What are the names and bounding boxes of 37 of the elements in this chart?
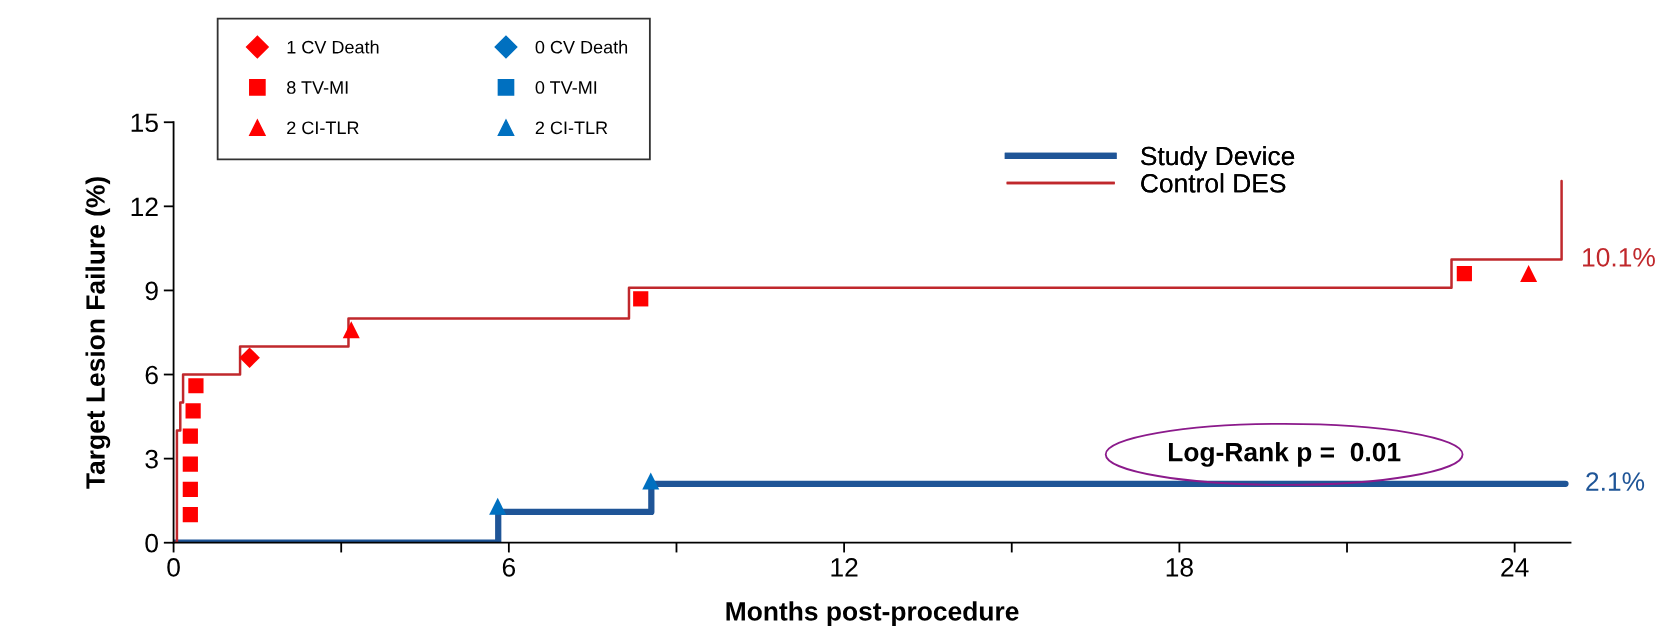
point <box>633 291 649 307</box>
point <box>182 456 198 472</box>
point <box>642 472 660 490</box>
data-label: 2.1% <box>1586 472 1645 491</box>
y-axis-title: Target Lesion Failure (%) <box>85 177 111 489</box>
x-tick-label: 12 <box>831 558 858 577</box>
legend-label: Study Device <box>1141 145 1295 171</box>
point <box>185 403 201 419</box>
point <box>182 481 198 498</box>
x-tick-label: 18 <box>1166 558 1193 577</box>
point <box>188 378 204 394</box>
legend-label: 0 CV Death <box>535 40 628 54</box>
point <box>239 347 260 369</box>
point <box>1520 265 1538 283</box>
x-tick-label: 0 <box>167 558 180 577</box>
legend-label: 2 CI-TLR <box>535 121 608 135</box>
legend-label: 8 TV-MI <box>287 81 348 94</box>
point <box>489 497 507 515</box>
legend-label: 0 TV-MI <box>535 81 597 94</box>
legend-label: 1 CV Death <box>287 40 379 54</box>
point <box>1456 266 1472 282</box>
point <box>182 507 198 523</box>
y-tick-label: 6 <box>145 365 158 385</box>
legend-label: 2 CI-TLR <box>287 121 359 135</box>
annotation: Log-Rank p = 0.01 <box>1168 442 1401 467</box>
y-tick-label: 0 <box>145 533 158 553</box>
y-tick-label: 15 <box>131 113 158 133</box>
point <box>342 321 360 339</box>
y-tick-label: 3 <box>145 449 158 469</box>
point <box>182 428 198 444</box>
x-tick-label: 24 <box>1501 558 1529 577</box>
y-tick-label: 12 <box>131 197 158 216</box>
legend-label: Control DES <box>1141 173 1286 193</box>
y-tick-label: 9 <box>145 281 158 301</box>
x-axis-title: Months post-procedure <box>726 601 1019 626</box>
x-tick-label: 6 <box>502 558 516 577</box>
data-label: 10.1% <box>1583 247 1655 267</box>
